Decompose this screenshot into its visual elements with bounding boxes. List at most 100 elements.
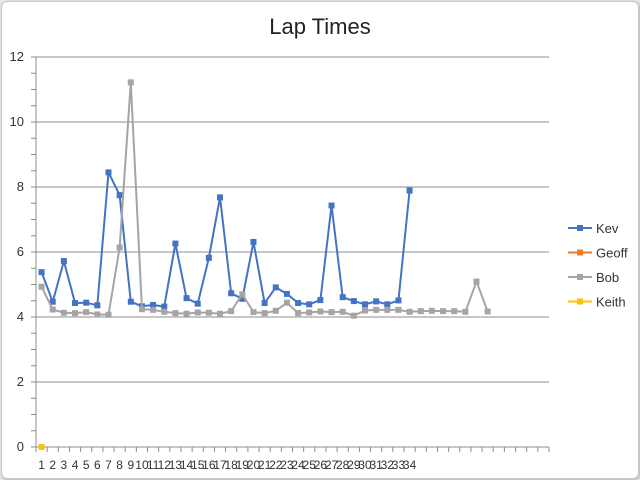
data-point-bob bbox=[406, 308, 413, 315]
series-line-kev bbox=[40, 171, 411, 308]
x-tick-label: 9 bbox=[127, 458, 134, 472]
data-point-bob bbox=[261, 310, 268, 317]
x-tick-label: 12 bbox=[158, 458, 172, 472]
series-bob bbox=[38, 79, 491, 319]
x-tick-label: 14 bbox=[180, 458, 194, 472]
data-point-bob bbox=[205, 309, 212, 316]
data-point-bob bbox=[440, 308, 447, 315]
legend-label: Bob bbox=[596, 270, 619, 285]
data-point-bob bbox=[361, 307, 368, 314]
data-point-bob bbox=[94, 311, 101, 318]
y-tick-label: 4 bbox=[17, 309, 24, 324]
x-tick-label: 23 bbox=[280, 458, 294, 472]
x-tick-label: 32 bbox=[381, 458, 395, 472]
data-point-kev bbox=[217, 194, 224, 201]
data-point-bob bbox=[306, 309, 313, 316]
data-point-bob bbox=[127, 79, 134, 86]
data-point-bob bbox=[38, 283, 45, 290]
x-tick-label: 24 bbox=[291, 458, 305, 472]
legend-marker bbox=[577, 249, 583, 256]
data-point-bob bbox=[451, 308, 458, 315]
chart-title: Lap Times bbox=[269, 14, 371, 39]
data-point-kev bbox=[72, 300, 79, 307]
data-point-bob bbox=[328, 309, 335, 316]
x-tick-label: 15 bbox=[191, 458, 205, 472]
data-point-bob bbox=[217, 310, 224, 317]
data-point-kev bbox=[261, 300, 268, 307]
data-point-kev bbox=[395, 297, 402, 304]
x-tick-label: 30 bbox=[358, 458, 372, 472]
data-point-kev bbox=[194, 300, 201, 307]
legend-label: Kev bbox=[596, 221, 619, 236]
data-point-kev bbox=[205, 254, 212, 261]
data-point-bob bbox=[417, 308, 424, 315]
legend-item-bob: Bob bbox=[568, 270, 619, 285]
data-point-bob bbox=[161, 308, 168, 315]
data-point-kev bbox=[384, 301, 391, 308]
data-point-bob bbox=[272, 307, 279, 314]
x-tick-label: 19 bbox=[236, 458, 250, 472]
data-point-bob bbox=[172, 310, 179, 317]
y-tick-label: 8 bbox=[17, 179, 24, 194]
data-point-kev bbox=[239, 295, 246, 302]
x-tick-label: 16 bbox=[202, 458, 216, 472]
x-tick-label: 3 bbox=[61, 458, 68, 472]
data-point-kev bbox=[250, 238, 257, 245]
x-tick-label: 8 bbox=[116, 458, 123, 472]
series-layer bbox=[38, 79, 491, 450]
legend: Kev Geoff Bob Keith bbox=[568, 221, 628, 310]
data-point-bob bbox=[183, 310, 190, 317]
legend-item-kev: Kev bbox=[568, 221, 619, 236]
series-kev bbox=[38, 169, 413, 310]
x-tick-label: 29 bbox=[347, 458, 361, 472]
x-tick-label: 17 bbox=[213, 458, 227, 472]
data-point-bob bbox=[473, 278, 480, 285]
data-point-bob bbox=[373, 306, 380, 313]
data-point-bob bbox=[138, 306, 145, 313]
legend-marker bbox=[577, 225, 583, 231]
data-point-bob bbox=[462, 308, 469, 315]
y-tick-label: 2 bbox=[17, 374, 24, 389]
x-tick-label: 5 bbox=[83, 458, 90, 472]
x-axis: 1 2 3 4 5 6 7 8 9 1011121314151617181920212223242… bbox=[35, 446, 550, 472]
data-point-kev bbox=[228, 290, 235, 297]
data-point-kev bbox=[83, 299, 90, 306]
data-point-kev bbox=[272, 284, 279, 291]
data-point-kev bbox=[150, 301, 157, 308]
x-tick-label: 33 bbox=[392, 458, 406, 472]
data-point-bob bbox=[194, 309, 201, 316]
data-point-bob bbox=[49, 306, 56, 313]
data-point-kev bbox=[361, 301, 368, 308]
x-tick-label: 20 bbox=[247, 458, 261, 472]
x-tick-label: 25 bbox=[303, 458, 317, 472]
x-tick-label: 4 bbox=[72, 458, 79, 472]
x-tick-label: 13 bbox=[169, 458, 183, 472]
legend-item-keith: Keith bbox=[568, 295, 626, 310]
x-tick-label: 6 bbox=[94, 458, 101, 472]
data-point-keith bbox=[38, 444, 45, 450]
data-point-kev bbox=[49, 298, 56, 305]
data-point-kev bbox=[350, 298, 357, 305]
data-point-kev bbox=[38, 269, 45, 276]
data-point-kev bbox=[317, 297, 324, 304]
data-point-kev bbox=[295, 300, 302, 307]
data-point-bob bbox=[228, 308, 235, 315]
data-point-kev bbox=[183, 295, 190, 302]
data-point-kev bbox=[328, 202, 335, 209]
data-point-kev bbox=[406, 187, 413, 194]
x-tick-label: 31 bbox=[369, 458, 383, 472]
legend-label: Keith bbox=[596, 295, 626, 310]
data-point-bob bbox=[105, 311, 112, 318]
x-tick-label: 2 bbox=[49, 458, 56, 472]
y-tick-label: 12 bbox=[10, 49, 24, 64]
data-point-bob bbox=[350, 312, 357, 319]
data-point-bob bbox=[60, 309, 67, 316]
y-tick-label: 10 bbox=[10, 114, 24, 129]
y-tick-label: 6 bbox=[17, 244, 24, 259]
data-point-kev bbox=[116, 192, 123, 199]
data-point-bob bbox=[384, 306, 391, 313]
data-point-bob bbox=[83, 309, 90, 316]
data-point-kev bbox=[339, 294, 346, 301]
x-tick-label: 1 bbox=[38, 458, 45, 472]
